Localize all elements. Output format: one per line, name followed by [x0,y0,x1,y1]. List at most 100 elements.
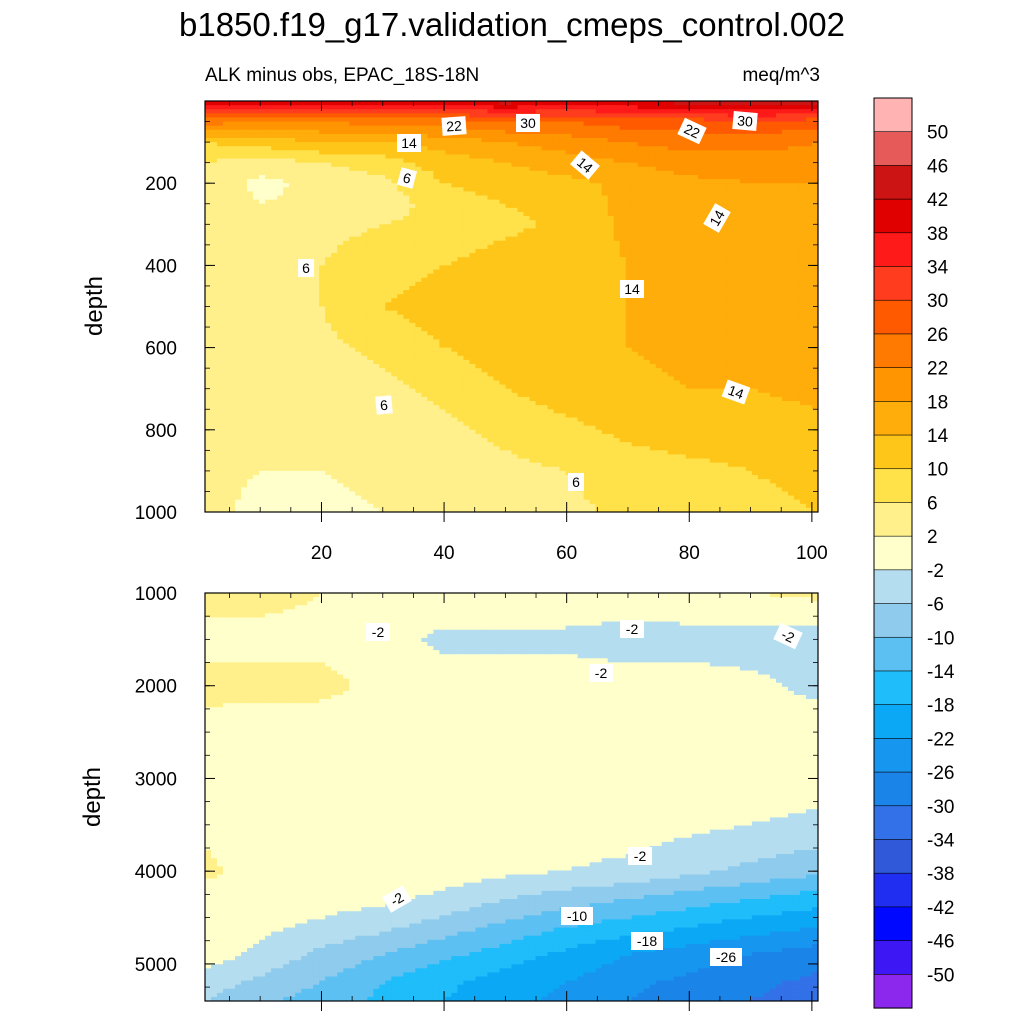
upper-contour-cell [325,269,332,275]
upper-contour-cell [475,183,483,188]
upper-contour-cell [565,183,573,188]
upper-contour-cell [673,179,681,184]
upper-contour-cell [631,273,639,279]
upper-contour-cell [301,101,308,106]
upper-contour-cell [271,294,278,299]
upper-contour-cell [673,261,681,266]
upper-contour-cell [277,228,284,234]
upper-contour-cell [385,105,392,110]
upper-contour-cell [517,281,525,287]
upper-contour-cell [265,224,272,230]
upper-contour-cell [517,166,525,172]
upper-contour-cell [259,129,266,135]
upper-contour-cell [421,166,428,172]
upper-contour-cell [241,174,248,180]
upper-contour-cell [589,265,597,271]
upper-contour-cell [337,216,344,221]
upper-contour-cell [541,195,549,201]
upper-contour-cell [559,101,567,106]
upper-contour-cell [721,257,729,262]
upper-contour-cell [331,121,338,127]
upper-contour-cell [529,261,537,266]
upper-contour-cell [763,294,771,299]
upper-contour-cell [565,191,573,197]
upper-contour-cell [685,228,693,234]
upper-contour-cell [733,240,741,246]
upper-contour-cell [337,137,344,143]
upper-contour-cell [247,113,254,119]
upper-contour-cell [397,199,404,205]
upper-contour-cell [763,179,771,184]
upper-contour-cell [589,142,597,147]
upper-contour-cell [439,216,446,221]
upper-contour-cell [631,216,639,221]
upper-contour-cell [721,133,729,139]
upper-contour-cell [499,101,507,106]
upper-contour-cell [541,269,549,275]
upper-contour-cell [547,211,555,217]
upper-contour-cell [565,199,573,205]
upper-contour-cell [595,265,603,271]
upper-contour-cell [493,133,501,139]
upper-contour-cell [367,216,374,221]
upper-contour-cell [787,179,795,184]
upper-contour-cell [547,253,555,258]
upper-contour-cell [721,265,729,271]
upper-contour-cell [253,294,260,299]
upper-contour-cell [721,281,729,287]
upper-contour-cell [241,273,248,279]
upper-contour-cell [211,298,218,303]
upper-contour-cell [757,195,765,201]
upper-contour-cell [739,290,747,295]
upper-contour-cell [637,253,645,258]
upper-contour-cell [583,253,591,258]
upper-contour-cell [577,105,585,110]
upper-contour-cell [307,216,314,221]
upper-contour-cell [649,207,657,213]
upper-contour-cell [379,248,386,254]
upper-contour-cell [307,113,314,119]
upper-contour-cell [781,199,789,205]
upper-contour-cell [247,203,254,209]
upper-contour-cell [367,203,374,209]
upper-contour-cell [703,244,711,250]
upper-contour-cell [481,158,489,164]
upper-contour-cell [799,109,807,114]
upper-contour-cell [613,248,621,254]
upper-contour-cell [763,211,771,217]
upper-contour-cell [493,170,501,176]
upper-contour-cell [769,158,777,164]
upper-contour-cell [457,224,465,230]
upper-contour-cell [733,294,741,299]
upper-contour-cell [271,277,278,283]
upper-contour-cell [523,142,531,147]
upper-contour-cell [733,101,741,106]
upper-contour-cell [457,232,465,238]
upper-contour-cell [325,228,332,234]
upper-contour-cell [643,240,651,246]
upper-contour-cell [355,277,362,283]
upper-contour-cell [799,232,807,238]
upper-contour-cell [811,179,818,184]
upper-contour-cell [505,187,513,193]
upper-contour-cell [709,236,717,242]
upper-contour-cell [283,105,290,110]
upper-contour-cell [343,253,350,258]
upper-contour-cell [607,281,615,287]
upper-contour-cell [379,232,386,238]
upper-contour-cell [637,146,645,151]
upper-contour-cell [337,101,344,106]
upper-contour-cell [505,257,513,262]
upper-contour-cell [379,269,386,275]
upper-contour-cell [289,121,296,127]
upper-contour-cell [769,277,777,283]
upper-contour-cell [379,244,386,250]
upper-contour-cell [553,158,561,164]
upper-contour-cell [475,146,483,151]
upper-contour-cell [493,281,501,287]
upper-contour-cell [655,285,663,291]
upper-contour-cell [799,285,807,291]
upper-contour-cell [439,133,446,139]
upper-contour-cell [751,290,759,295]
upper-contour-cell [271,129,278,135]
